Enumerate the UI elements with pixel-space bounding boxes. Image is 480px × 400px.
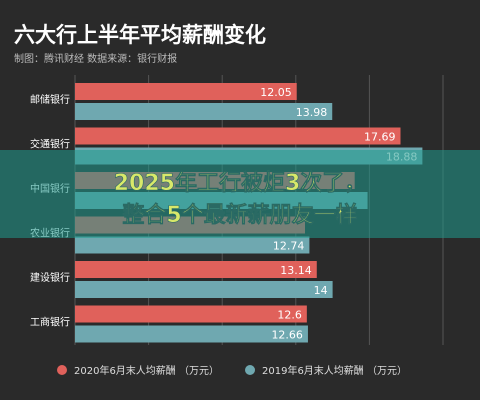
overlay-banner [0, 150, 480, 238]
value-label: 17.69 [364, 131, 396, 144]
category-label: 邮储银行 [30, 93, 70, 106]
chart-subtitle: 制图：腾讯财经 数据来源：银行财报 [14, 52, 177, 65]
bar [75, 103, 333, 120]
legend-swatch [245, 365, 255, 375]
bar [75, 261, 317, 278]
legend-swatch [57, 365, 67, 375]
value-label: 12.05 [260, 86, 292, 99]
overlay-line-1: 2025年工行被炬3次了， [114, 170, 367, 196]
bar [75, 305, 307, 323]
bar [75, 325, 308, 343]
value-label: 12.74 [273, 240, 305, 253]
value-label: 13.98 [296, 106, 328, 119]
category-label: 工商银行 [30, 316, 70, 329]
value-label: 12.66 [271, 329, 303, 342]
value-label: 14 [314, 284, 328, 297]
chart-title: 六大行上半年平均薪酬变化 [14, 23, 266, 47]
bar [75, 236, 310, 254]
category-label: 建设银行 [30, 271, 70, 284]
overlay-line-2: 整合5个最新薪朋友一样 [122, 202, 357, 228]
bar [75, 127, 401, 145]
category-label: 交通银行 [30, 138, 70, 151]
value-label: 13.14 [280, 264, 312, 277]
legend: 2020年6月末人均薪酬 （万元） 2019年6月末人均薪酬 （万元） [57, 364, 407, 377]
value-label: 12.6 [277, 309, 302, 322]
bar [75, 83, 297, 100]
bar [75, 281, 333, 298]
legend-label: 2020年6月末人均薪酬 （万元） [74, 364, 219, 377]
legend-label: 2019年6月末人均薪酬 （万元） [262, 364, 407, 377]
